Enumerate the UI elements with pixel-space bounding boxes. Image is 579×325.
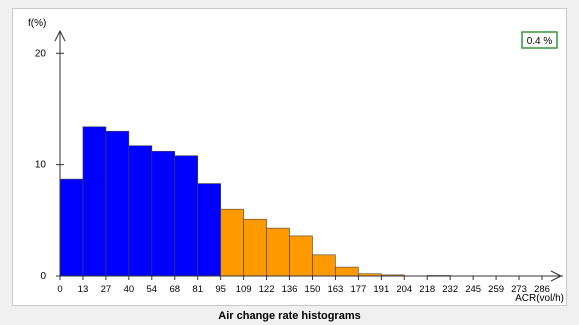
y-tick-label: 10 bbox=[35, 160, 47, 171]
histogram-bar bbox=[220, 208, 244, 277]
chart-title: Air change rate histograms bbox=[218, 310, 361, 322]
x-tick-label: 109 bbox=[236, 284, 252, 295]
percentage-badge-box bbox=[521, 31, 558, 49]
histogram-bar bbox=[243, 218, 267, 277]
histogram-bar bbox=[289, 235, 313, 277]
y-axis-arrow bbox=[54, 29, 66, 42]
x-tick-label: 136 bbox=[282, 284, 298, 295]
histogram-bar bbox=[82, 126, 107, 277]
histogram-bar bbox=[59, 178, 84, 277]
histogram-chart: 0 10 20 0 13 27 40 54 68 81 95 109 122 136 150 163 177 1… bbox=[28, 18, 564, 304]
x-tick-label: 218 bbox=[419, 284, 435, 295]
x-tick-label: 68 bbox=[169, 284, 180, 295]
x-tick-label: 122 bbox=[259, 284, 275, 295]
y-tick-label: 0 bbox=[40, 271, 46, 282]
histogram-bar bbox=[312, 254, 336, 277]
y-ticks-group: 0 10 20 bbox=[35, 48, 64, 282]
x-tick-label: 0 bbox=[57, 284, 62, 295]
x-tick-label: 177 bbox=[350, 284, 366, 295]
histogram-bar bbox=[151, 150, 176, 277]
histogram-bar bbox=[335, 266, 359, 277]
y-axis-label: f(%) bbox=[28, 18, 46, 29]
histogram-bar bbox=[197, 183, 221, 277]
x-tick-label: 163 bbox=[327, 284, 343, 295]
chart-frame: 0 10 20 0 13 27 40 54 68 81 95 109 122 136 150 163 177 1… bbox=[12, 8, 567, 306]
x-ticks-group: 0 13 27 40 54 68 81 95 109 122 136 150 163 177 191 204 2… bbox=[57, 276, 550, 295]
histogram-bar bbox=[105, 130, 130, 277]
percentage-badge-text: 0.4 % bbox=[527, 36, 553, 47]
y-tick-label: 20 bbox=[35, 48, 47, 59]
histogram-bar bbox=[266, 227, 290, 277]
x-tick-label: 259 bbox=[488, 284, 504, 295]
x-axis-arrow bbox=[550, 270, 563, 282]
x-tick-label: 27 bbox=[101, 284, 112, 295]
x-tick-label: 54 bbox=[147, 284, 158, 295]
x-axis-label: ACR(vol/h) bbox=[515, 293, 564, 304]
x-tick-label: 150 bbox=[305, 284, 321, 295]
x-tick-label: 286 bbox=[534, 284, 550, 295]
x-tick-label: 232 bbox=[442, 284, 458, 295]
x-tick-label: 191 bbox=[373, 284, 389, 295]
x-tick-label: 95 bbox=[215, 284, 226, 295]
x-tick-label: 204 bbox=[396, 284, 412, 295]
histogram-bar bbox=[174, 155, 199, 277]
x-tick-label: 13 bbox=[78, 284, 89, 295]
x-tick-label: 245 bbox=[465, 284, 481, 295]
x-tick-label: 40 bbox=[124, 284, 135, 295]
histogram-bar bbox=[128, 145, 153, 277]
axes-group bbox=[54, 29, 563, 282]
x-tick-label: 273 bbox=[511, 284, 527, 295]
x-tick-label: 81 bbox=[192, 284, 203, 295]
bars-group bbox=[59, 126, 451, 277]
